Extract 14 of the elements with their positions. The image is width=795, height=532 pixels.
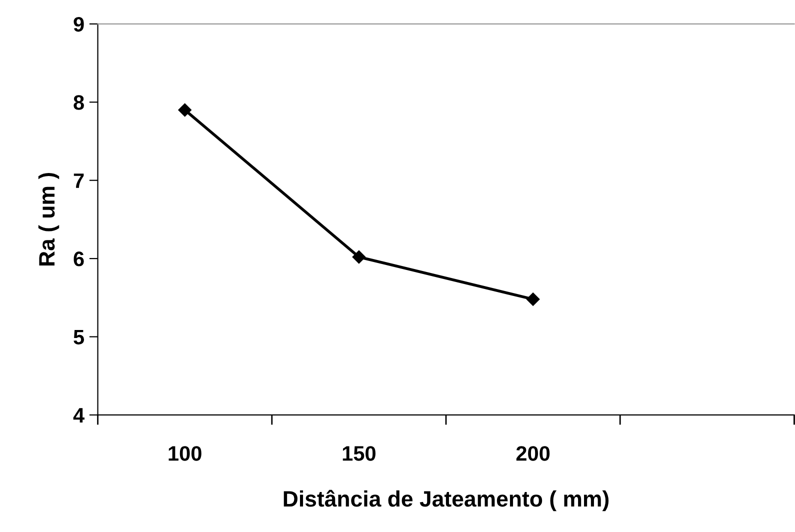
y-axis-title: Ra ( um ) [38, 173, 60, 266]
y-tick-label: 7 [74, 174, 84, 188]
point [178, 103, 192, 117]
x-tick-label: 200 [516, 446, 550, 461]
y-tick-label: 6 [74, 252, 84, 266]
y-tick-label: 4 [73, 408, 84, 423]
x-tick-label: 100 [168, 446, 202, 461]
y-tick-label: 8 [74, 95, 84, 110]
point [526, 292, 540, 306]
y-tick-label: 9 [74, 16, 84, 32]
x-axis-title: Distância de Jateamento ( mm) [284, 490, 609, 512]
x-tick-label: 150 [342, 446, 376, 461]
point [352, 250, 366, 264]
y-tick-label: 5 [74, 330, 84, 345]
